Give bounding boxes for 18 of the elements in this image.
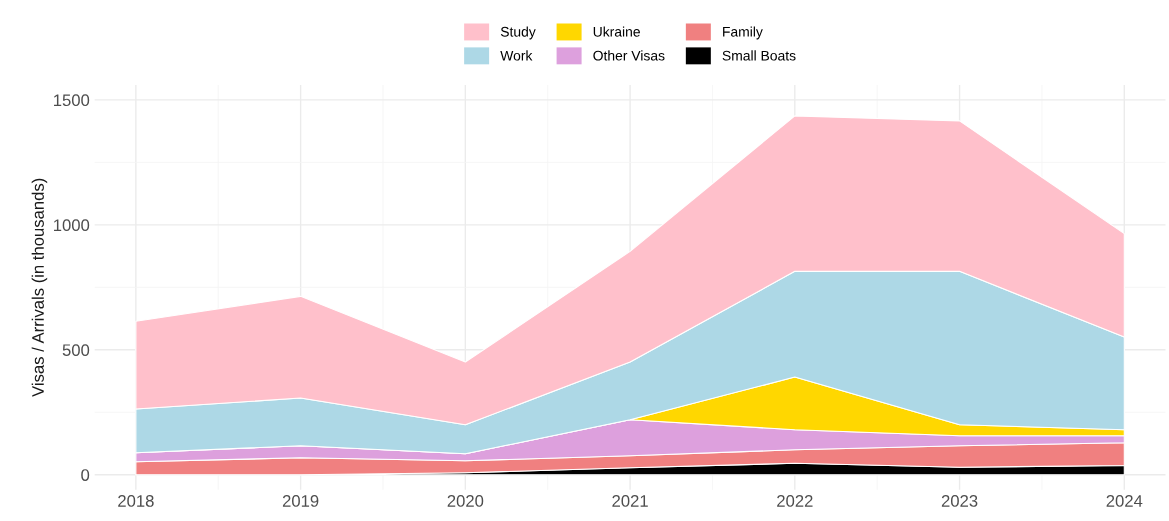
- legend-label: Study: [500, 26, 536, 40]
- x-tick-label: 2023: [941, 495, 978, 507]
- legend-label: Family: [723, 26, 763, 40]
- x-tick-label: 2018: [118, 495, 154, 507]
- y-axis-title: Visas / Arrivals (in thousands): [31, 178, 48, 397]
- y-tick-label: 0: [81, 469, 90, 481]
- legend-label: Other Visas: [593, 50, 665, 61]
- y-tick-label: 500: [62, 344, 90, 357]
- x-tick-label: 2024: [1106, 495, 1143, 507]
- legend-label: Small Boats: [722, 50, 796, 61]
- y-tick-label: 1000: [54, 219, 90, 232]
- x-tick-label: 2022: [777, 495, 813, 507]
- legend-label: Ukraine: [593, 26, 640, 37]
- legend-label: Work: [500, 50, 533, 61]
- y-tick-label: 1500: [54, 94, 90, 107]
- x-tick-label: 2019: [282, 495, 319, 507]
- x-tick-label: 2021: [612, 495, 648, 507]
- x-tick-label: 2020: [447, 495, 484, 507]
